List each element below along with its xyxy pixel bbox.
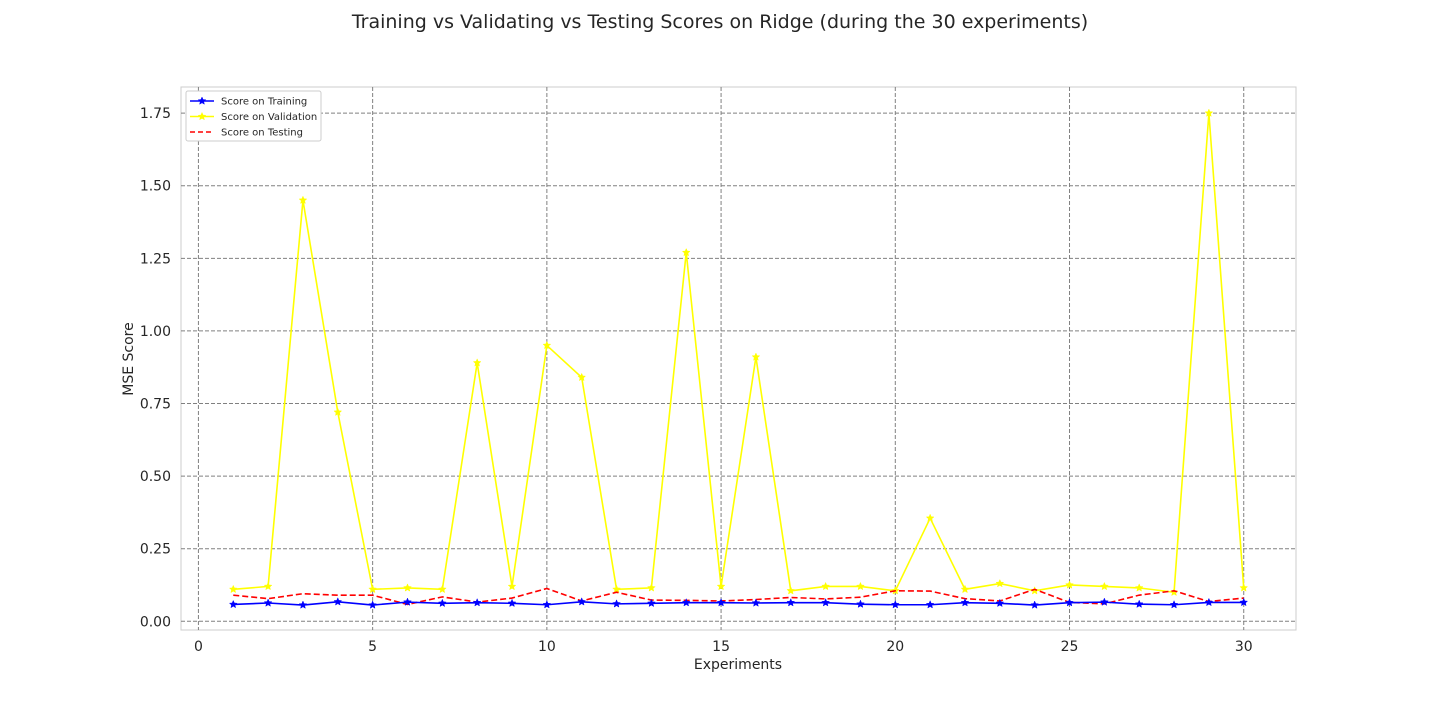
legend-entry: Score on Validation bbox=[190, 111, 317, 123]
x-tick-label: 20 bbox=[886, 639, 904, 655]
data-point-marker bbox=[1134, 599, 1144, 608]
y-tick-label: 0.00 bbox=[140, 614, 171, 630]
data-point-marker bbox=[612, 584, 621, 594]
data-point-marker bbox=[577, 372, 587, 382]
data-point-marker bbox=[1099, 597, 1109, 606]
data-point-marker bbox=[1065, 580, 1074, 589]
legend: Score on Training Score on Validation Scor… bbox=[185, 90, 322, 142]
data-point-marker bbox=[1239, 597, 1249, 607]
series-line bbox=[233, 601, 1244, 606]
data-point-marker bbox=[1030, 600, 1040, 609]
data-point-marker bbox=[437, 598, 447, 608]
data-point-marker bbox=[472, 598, 482, 607]
data-point-marker bbox=[856, 599, 865, 608]
x-tick-label: 5 bbox=[368, 639, 377, 655]
y-tick-label: 1.75 bbox=[140, 106, 171, 122]
plot-area bbox=[180, 86, 1297, 631]
data-point-marker bbox=[856, 581, 865, 591]
data-point-marker bbox=[403, 583, 412, 592]
data-point-marker bbox=[925, 513, 935, 522]
data-point-marker bbox=[228, 584, 238, 594]
data-point-marker bbox=[368, 584, 378, 594]
data-point-marker bbox=[368, 600, 378, 609]
data-point-marker bbox=[333, 407, 343, 416]
data-point-marker bbox=[1204, 108, 1214, 117]
data-point-marker bbox=[298, 195, 308, 205]
data-point-marker bbox=[995, 578, 1005, 588]
data-point-marker bbox=[1239, 583, 1249, 592]
series-score-on-training bbox=[228, 597, 1249, 609]
y-axis-label: MSE Score bbox=[121, 322, 137, 395]
legend-box bbox=[185, 90, 322, 142]
grid-lines bbox=[181, 87, 1296, 630]
legend-label: Score on Validation bbox=[221, 112, 317, 123]
legend-label: Score on Training bbox=[221, 97, 307, 108]
chart-title: Training vs Validating vs Testing Scores… bbox=[351, 11, 1088, 33]
data-point-marker bbox=[681, 247, 691, 257]
series-layer bbox=[228, 108, 1249, 609]
data-point-marker bbox=[1169, 600, 1179, 609]
data-point-marker bbox=[333, 597, 343, 606]
x-tick-label: 25 bbox=[1061, 639, 1079, 655]
data-point-marker bbox=[437, 584, 447, 594]
data-point-marker bbox=[542, 600, 552, 609]
data-point-marker bbox=[1204, 597, 1214, 607]
data-point-marker bbox=[542, 340, 552, 350]
data-point-marker bbox=[472, 358, 482, 367]
data-point-marker bbox=[1099, 581, 1109, 591]
data-point-marker bbox=[751, 352, 761, 361]
axis-ticks: 0 5 10 15 20 25 30 0.00 0.25 0.50 0.75 1.00 1.25 1.50… bbox=[140, 106, 1253, 655]
data-point-marker bbox=[925, 600, 935, 609]
x-tick-label: 30 bbox=[1235, 639, 1253, 655]
data-point-marker bbox=[263, 598, 273, 607]
legend-label: Score on Testing bbox=[221, 128, 303, 139]
data-point-marker bbox=[577, 597, 587, 606]
y-tick-label: 0.50 bbox=[140, 469, 171, 485]
x-tick-label: 15 bbox=[712, 639, 730, 655]
legend-marker bbox=[197, 96, 207, 105]
legend-entry: Score on Testing bbox=[190, 128, 303, 139]
data-point-marker bbox=[716, 598, 726, 607]
legend-entry: Score on Training bbox=[190, 96, 307, 108]
legend-marker bbox=[197, 111, 207, 121]
data-point-marker bbox=[960, 584, 970, 594]
data-point-marker bbox=[403, 597, 412, 606]
data-point-marker bbox=[821, 581, 831, 591]
data-point-marker bbox=[681, 598, 691, 607]
y-tick-label: 0.25 bbox=[140, 542, 171, 558]
data-point-marker bbox=[960, 598, 970, 607]
data-point-marker bbox=[646, 598, 656, 608]
y-tick-label: 1.25 bbox=[140, 251, 171, 267]
data-point-marker bbox=[1134, 583, 1144, 592]
data-point-marker bbox=[995, 598, 1005, 608]
series-score-on-validation bbox=[228, 108, 1249, 597]
data-point-marker bbox=[646, 583, 656, 592]
y-tick-label: 1.50 bbox=[140, 179, 171, 195]
data-point-marker bbox=[786, 586, 796, 595]
data-point-marker bbox=[263, 581, 273, 591]
data-point-marker bbox=[298, 600, 308, 609]
data-point-marker bbox=[612, 599, 621, 608]
data-point-marker bbox=[1065, 598, 1074, 607]
data-point-marker bbox=[821, 598, 831, 607]
x-axis-label: Experiments bbox=[694, 657, 782, 673]
series-line bbox=[233, 113, 1245, 594]
y-tick-label: 1.00 bbox=[140, 324, 171, 340]
data-point-marker bbox=[890, 600, 900, 609]
x-tick-label: 10 bbox=[538, 639, 556, 655]
data-point-marker bbox=[507, 598, 517, 608]
x-tick-label: 0 bbox=[194, 639, 203, 655]
y-tick-label: 0.75 bbox=[140, 397, 171, 413]
data-point-marker bbox=[228, 599, 238, 609]
data-point-marker bbox=[716, 581, 726, 591]
data-point-marker bbox=[786, 598, 796, 607]
data-point-marker bbox=[751, 598, 761, 607]
data-point-marker bbox=[507, 581, 517, 591]
